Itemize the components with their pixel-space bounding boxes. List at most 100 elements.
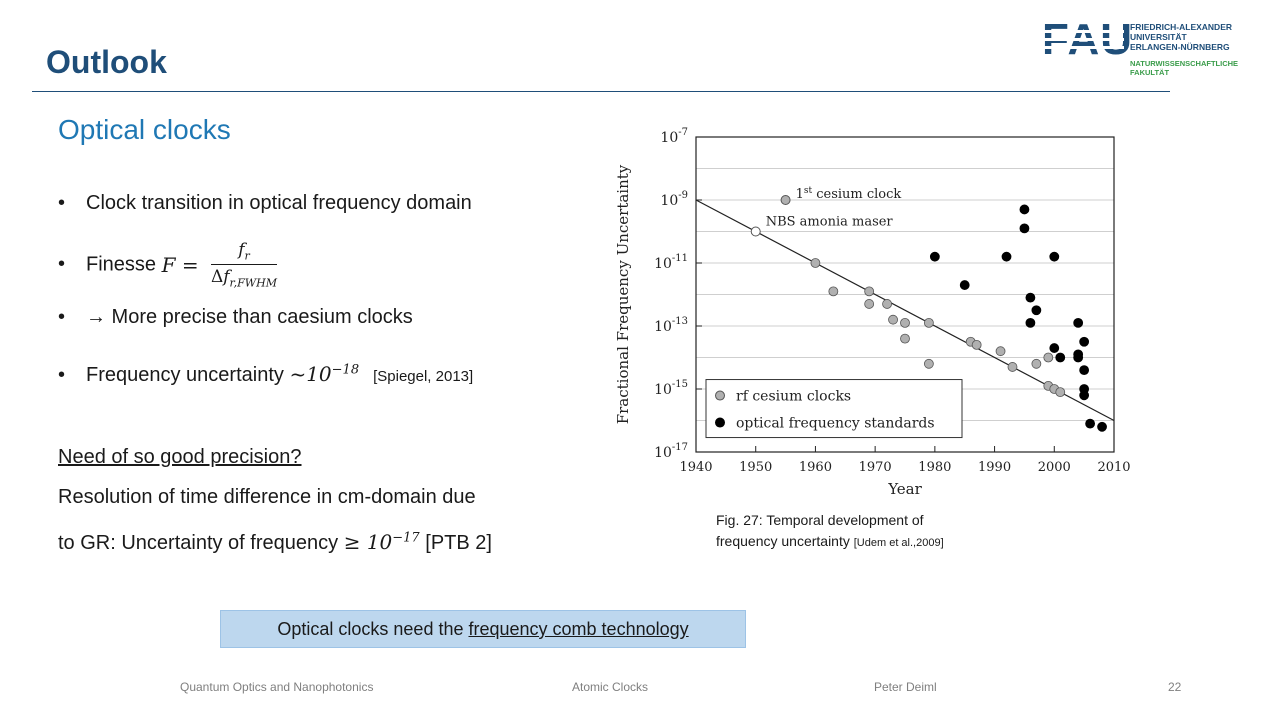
caption-citation: [Udem et al.,2009] [853, 537, 944, 549]
slide-subtitle: Optical clocks [58, 114, 231, 145]
x-tick-label: 2010 [1097, 460, 1130, 475]
bullet-text: Frequency uncertainty [86, 364, 290, 386]
power-exponent: −17 [392, 530, 420, 546]
ge-sign: ≥ [343, 530, 367, 554]
data-point [900, 333, 910, 344]
data-point [1001, 251, 1012, 262]
data-point [828, 286, 839, 297]
frequency-comb-link[interactable]: frequency comb technology [468, 619, 689, 639]
caption-line-1: Fig. 27: Temporal development of [716, 512, 924, 528]
nbs-maser-point [750, 226, 761, 237]
power-base: 10 [306, 362, 332, 386]
bullet-frequency-uncertainty: • Frequency uncertainty ~10−18 [Spiegel, 2… [58, 362, 474, 386]
nbs-maser-label: NBS amonia maser [766, 215, 894, 230]
footer-author: Peter Deiml [874, 680, 937, 694]
slide-title: Outlook [46, 44, 167, 80]
data-point [1031, 358, 1042, 369]
denominator-delta: Δ [210, 267, 224, 288]
data-point [995, 346, 1006, 357]
x-axis-label: Year [887, 480, 922, 498]
data-point [1019, 204, 1030, 215]
footer-course: Quantum Optics and Nanophotonics [180, 680, 374, 694]
logo-line-5: FAKULTÄT [1130, 68, 1169, 77]
data-point [882, 299, 892, 309]
first-cesium-label: 1st cesium clock [796, 186, 902, 202]
data-point [1007, 362, 1018, 372]
data-point [1079, 365, 1090, 376]
data-point [959, 280, 970, 290]
x-tick-label: 2000 [1038, 460, 1071, 475]
uncertainty-chart: 1940 1950 1960 1970 1980 1990 2000 2010 10-7 10-9… [614, 127, 1131, 498]
data-point [971, 339, 982, 350]
first-cesium-point [780, 195, 791, 205]
series-rf-cesium [810, 258, 1066, 398]
tilde-sign: ~ [289, 362, 307, 386]
x-tick-label: 1940 [679, 460, 712, 475]
logo-line-3: ERLANGEN-NÜRNBERG [1130, 42, 1230, 52]
caption-line-2: frequency uncertainty [716, 533, 854, 549]
data-point [1073, 352, 1084, 363]
y-tick-label: 10-9 [660, 190, 688, 209]
numerator-base: f [238, 240, 245, 260]
data-point [923, 317, 934, 328]
data-point [1085, 418, 1096, 429]
finesse-symbol: F [161, 252, 176, 277]
x-tick-label: 1990 [978, 460, 1011, 475]
power-exponent: −18 [331, 362, 360, 378]
data-point [1097, 421, 1107, 432]
data-point [1019, 223, 1030, 234]
title-divider [32, 91, 1170, 92]
x-tick-label: 1950 [739, 460, 772, 475]
footer-page-number: 22 [1168, 680, 1182, 694]
data-point [1055, 387, 1066, 398]
legend-label: rf cesium clocks [736, 389, 851, 405]
resolution-line-1: Resolution of time difference in cm-doma… [58, 486, 476, 508]
data-point [1073, 317, 1084, 328]
denominator-base: f [223, 267, 230, 288]
legend-marker [715, 417, 725, 428]
data-point [1025, 292, 1036, 303]
bullet-more-precise: • → More precise than caesium clocks [58, 306, 413, 328]
bullet-clock-transition: • Clock transition in optical frequency d… [58, 192, 472, 214]
legend-label: optical frequency standards [736, 416, 935, 432]
bullet-text: Clock transition in optical frequency do… [86, 192, 472, 214]
bullet-finesse: • Finesse F = fr Δfr,FWHM [58, 240, 278, 290]
callout-text: Optical clocks need the [277, 619, 469, 639]
footer-topic: Atomic Clocks [572, 680, 649, 694]
power-base: 10 [366, 530, 393, 554]
logo-line-1: FRIEDRICH-ALEXANDER [1130, 22, 1232, 32]
y-axis-label: Fractional Frequency Uncertainty [614, 164, 632, 424]
data-point [929, 251, 940, 262]
y-tick-label: 10-15 [654, 379, 688, 398]
y-tick-label: 10-7 [660, 127, 688, 146]
logo-line-4: NATURWISSENSCHAFTLICHE [1130, 59, 1238, 68]
numerator-sub: r [244, 249, 250, 263]
data-point [810, 258, 821, 268]
bullet-text: → More precise than caesium clocks [86, 306, 413, 328]
x-tick-label: 1980 [918, 460, 951, 475]
resolution-line-2: to GR: Uncertainty of frequency ≥ 10−17 … [58, 530, 492, 555]
plot-frame [695, 136, 1115, 453]
logo-line-2: UNIVERSITÄT [1130, 32, 1187, 42]
question-heading: Need of so good precision? [58, 446, 302, 468]
callout-box: Optical clocks need the frequency comb t… [220, 610, 746, 648]
data-point [864, 299, 875, 309]
y-tick-label: 10-13 [654, 316, 688, 335]
y-tick-label: 10-11 [654, 253, 688, 272]
figure-caption: Fig. 27: Temporal development of frequen… [716, 510, 944, 554]
data-point [1043, 352, 1054, 363]
finesse-label: Finesse [86, 253, 162, 276]
x-tick-label: 1970 [859, 460, 892, 475]
fau-logo: FAU FRIEDRICH-ALEXANDER UNIVERSITÄT ERLA… [1042, 18, 1238, 77]
data-point [1025, 317, 1036, 328]
x-tick-label: 1960 [799, 460, 832, 475]
series-optical [929, 204, 1107, 432]
data-point [1031, 305, 1042, 316]
data-point [1049, 251, 1060, 262]
data-point [1079, 390, 1090, 401]
citation-ptb: [PTB 2] [419, 532, 492, 554]
data-point [923, 358, 934, 369]
data-point [1055, 352, 1066, 363]
data-point [1079, 336, 1090, 347]
denominator-sub: r,FWHM [229, 276, 278, 290]
